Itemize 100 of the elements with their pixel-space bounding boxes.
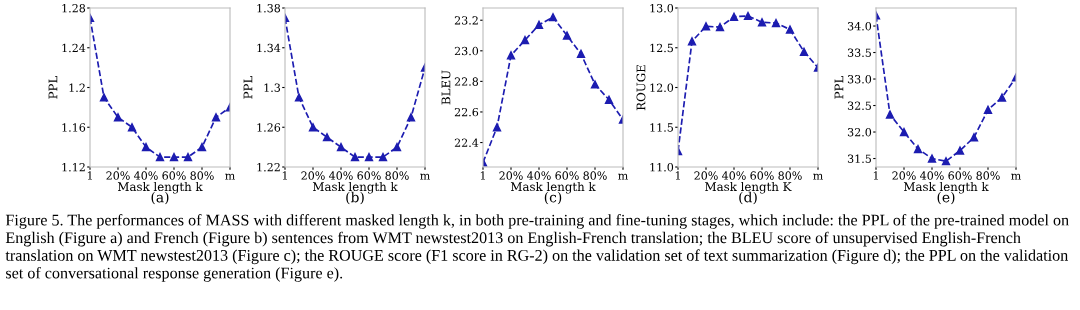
y-tick-label: 1.28 [62,3,86,13]
y-tick-label: 23.0 [454,46,479,56]
point [913,144,923,154]
point [155,152,165,162]
point [308,123,318,132]
point [548,13,558,22]
point [969,133,979,142]
x-tick-label: 1 [87,171,92,180]
x-tick-label: 1 [873,171,878,180]
y-tick-label: 22.4 [454,138,479,147]
point [506,51,516,60]
point [183,152,193,162]
y-tick-label: 32.0 [847,127,872,137]
y-axis-title: PPL [834,75,844,99]
y-tick-label: 33.5 [847,48,871,57]
point [757,18,767,27]
x-tick-label: m [618,173,628,180]
y-tick-label: 1.16 [62,123,86,132]
point [336,142,346,152]
y-tick-label: 1.2 [69,83,85,92]
x-axis-title: Mask length k [510,181,596,194]
x-tick-label: 40% [721,171,746,180]
point [885,110,895,119]
y-tick-label: 1.12 [62,162,85,172]
point [562,31,572,40]
x-tick-label: 80% [976,171,1000,180]
x-tick-label: 20% [499,171,523,180]
point [955,146,965,155]
point [350,152,360,162]
x-tick-label: 1 [480,171,485,180]
x-tick-label: 80% [385,171,409,180]
point [687,37,697,46]
point [492,123,502,132]
point [701,22,711,31]
x-tick-label: m [813,173,823,180]
y-tick-label: 31.5 [847,154,871,163]
text: (c) [544,191,562,205]
point [927,154,937,163]
x-tick-label: m [420,173,430,180]
point [141,142,151,152]
y-tick-label: 1.24 [62,43,86,53]
point [899,127,909,137]
point [604,95,614,104]
x-tick-label: 20% [106,171,130,180]
x-tick-label: 1 [675,171,680,180]
point [364,152,374,162]
y-tick-label: 1.26 [257,123,281,132]
x-tick-label: m [225,173,235,180]
x-tick-label: 40% [919,171,944,180]
y-axis-title: PPL [48,75,58,99]
point [590,80,600,89]
y-tick-label: 13.0 [650,3,674,13]
y-tick-label: 1.22 [257,162,280,172]
point [799,47,809,56]
y-tick-label: 23.2 [454,16,478,25]
x-tick-label: 1 [282,171,287,180]
x-tick-label: 60% [555,171,579,180]
y-axis-title: BLEU [441,70,451,105]
x-tick-label: 20% [892,171,916,180]
y-axis-title: PPL [243,75,253,99]
point [576,49,586,59]
x-tick-label: 80% [190,171,214,180]
point [406,113,416,122]
y-tick-label: 1.3 [264,83,281,92]
point [99,93,109,102]
x-tick-label: 20% [694,171,718,180]
x-tick-label: 60% [357,171,381,180]
x-tick-label: 60% [162,171,186,180]
y-tick-label: 22.6 [454,107,479,117]
point [322,133,332,142]
point [983,105,993,114]
y-axis-title: ROUGE [636,65,646,111]
text: (a) [151,191,169,205]
y-tick-label: 33.0 [847,74,872,84]
y-tick-label: 11.0 [650,162,674,172]
x-tick-label: 20% [301,171,325,180]
point [127,123,137,132]
y-tick-label: 1.38 [257,3,281,13]
x-tick-label: 40% [133,171,158,180]
point [771,18,781,28]
y-tick-label: 22.8 [454,77,479,86]
point [941,157,951,166]
point [197,142,207,152]
point [169,152,179,162]
point [520,35,530,45]
x-tick-label: 40% [328,171,353,180]
y-tick-label: 11.5 [650,123,673,132]
x-tick-label: m [1011,173,1021,180]
y-tick-label: 32.5 [847,101,871,110]
point [715,22,725,32]
point [113,113,123,122]
x-tick-label: 60% [750,171,774,180]
point [378,152,388,162]
x-tick-label: 80% [778,171,802,180]
x-tick-label: 80% [583,171,607,180]
x-tick-label: 60% [948,171,972,180]
point [997,93,1007,102]
point [211,113,221,122]
point [392,142,402,152]
point [294,93,304,102]
